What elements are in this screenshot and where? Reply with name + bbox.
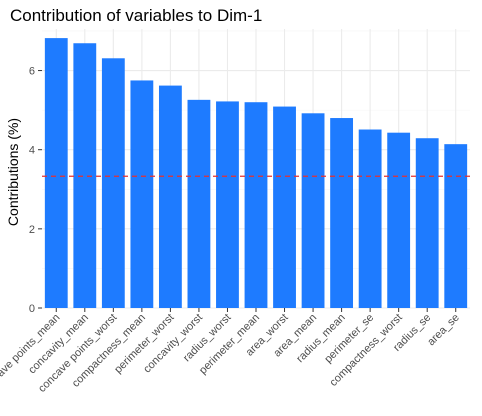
bar: [415, 138, 439, 308]
bar: [216, 101, 239, 308]
y-tick-label: 6: [29, 66, 35, 78]
bar: [44, 38, 68, 309]
y-axis-title: Contributions (%): [5, 118, 21, 226]
bars: [44, 38, 468, 309]
y-tick-label: 4: [29, 145, 35, 157]
y-axis-ticks: 0 2 4 6: [29, 66, 42, 315]
bar: [301, 113, 325, 309]
x-tick-label: area_se: [425, 312, 462, 349]
y-tick-label: 0: [29, 303, 35, 315]
bar: [73, 43, 97, 309]
bar: [158, 85, 182, 308]
bar: [273, 106, 296, 309]
y-tick-label: 2: [29, 224, 35, 236]
x-axis-ticks: concave points_meanconcavity_meanconcave…: [0, 308, 462, 396]
bar: [130, 80, 154, 308]
bar: [101, 58, 125, 308]
chart-title: Contribution of variables to Dim-1: [10, 6, 262, 25]
bar: [444, 144, 468, 308]
bar: [358, 129, 382, 308]
bar: [187, 99, 211, 309]
bar: [387, 132, 411, 308]
bar: [244, 102, 268, 308]
bar: [330, 118, 354, 308]
